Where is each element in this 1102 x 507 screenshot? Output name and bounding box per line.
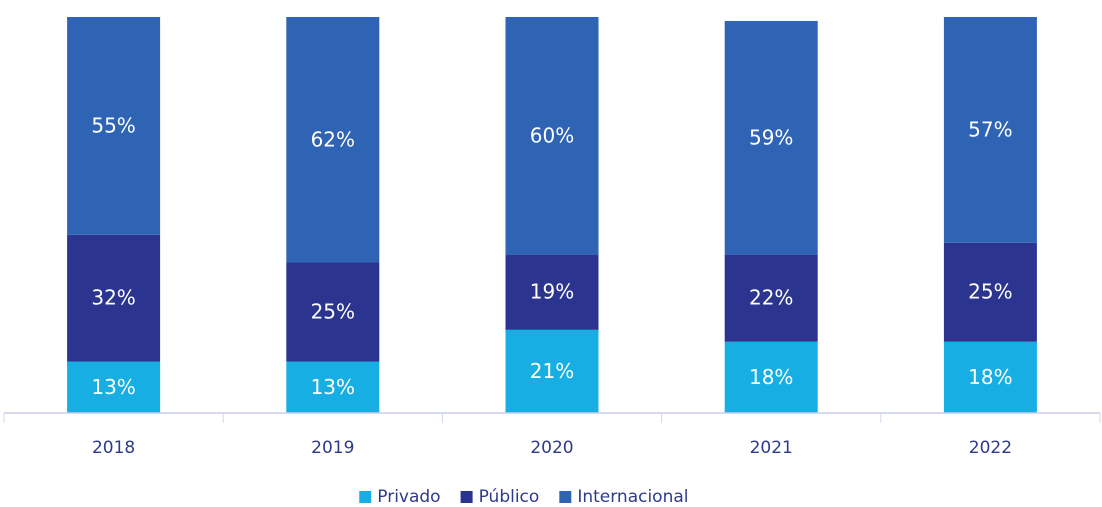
data-label: 18% bbox=[968, 365, 1012, 389]
bar-segment bbox=[505, 254, 599, 330]
data-label: 60% bbox=[530, 123, 574, 147]
bar-segment bbox=[67, 17, 161, 235]
legend-swatch bbox=[460, 491, 473, 503]
bar-segment bbox=[286, 262, 380, 362]
bar-segment bbox=[943, 341, 1037, 413]
legend-label: Privado bbox=[377, 487, 440, 507]
bar-segment bbox=[724, 20, 818, 255]
x-tick-label: 2018 bbox=[92, 438, 135, 458]
data-label: 25% bbox=[311, 300, 355, 324]
data-label: 62% bbox=[311, 127, 355, 151]
bar-segment bbox=[286, 361, 380, 413]
bar-segment bbox=[943, 17, 1037, 243]
bar-segment bbox=[943, 242, 1037, 342]
bar-segment bbox=[724, 341, 818, 413]
bar-segment bbox=[67, 361, 161, 413]
data-label: 32% bbox=[91, 286, 135, 310]
bar-segment bbox=[67, 234, 161, 362]
legend-swatch bbox=[559, 491, 572, 503]
bar-segment bbox=[724, 254, 818, 342]
bar-segment bbox=[505, 17, 599, 255]
data-label: 59% bbox=[749, 125, 793, 149]
data-label: 13% bbox=[91, 375, 135, 399]
data-label: 21% bbox=[530, 359, 574, 383]
data-label: 55% bbox=[91, 113, 135, 137]
data-label: 25% bbox=[968, 280, 1012, 304]
bar-segment bbox=[505, 329, 599, 413]
legend-label: Público bbox=[479, 487, 540, 507]
x-tick-label: 2021 bbox=[750, 438, 793, 458]
x-tick-label: 2020 bbox=[530, 438, 573, 458]
data-label: 22% bbox=[749, 286, 793, 310]
data-label: 19% bbox=[530, 280, 574, 304]
data-label: 18% bbox=[749, 365, 793, 389]
data-label: 13% bbox=[311, 375, 355, 399]
bar-segment bbox=[286, 17, 380, 263]
x-tick-label: 2022 bbox=[969, 438, 1012, 458]
x-tick-label: 2019 bbox=[311, 438, 354, 458]
data-label: 57% bbox=[968, 117, 1012, 141]
legend-label: Internacional bbox=[577, 487, 688, 507]
legend-swatch bbox=[359, 491, 372, 503]
